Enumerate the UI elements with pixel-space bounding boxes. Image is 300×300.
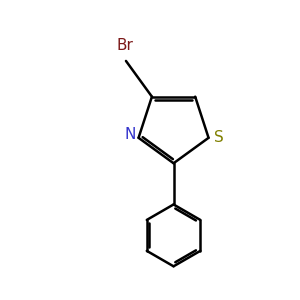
Text: N: N <box>124 128 136 142</box>
Text: S: S <box>214 130 224 145</box>
Text: Br: Br <box>117 38 134 52</box>
